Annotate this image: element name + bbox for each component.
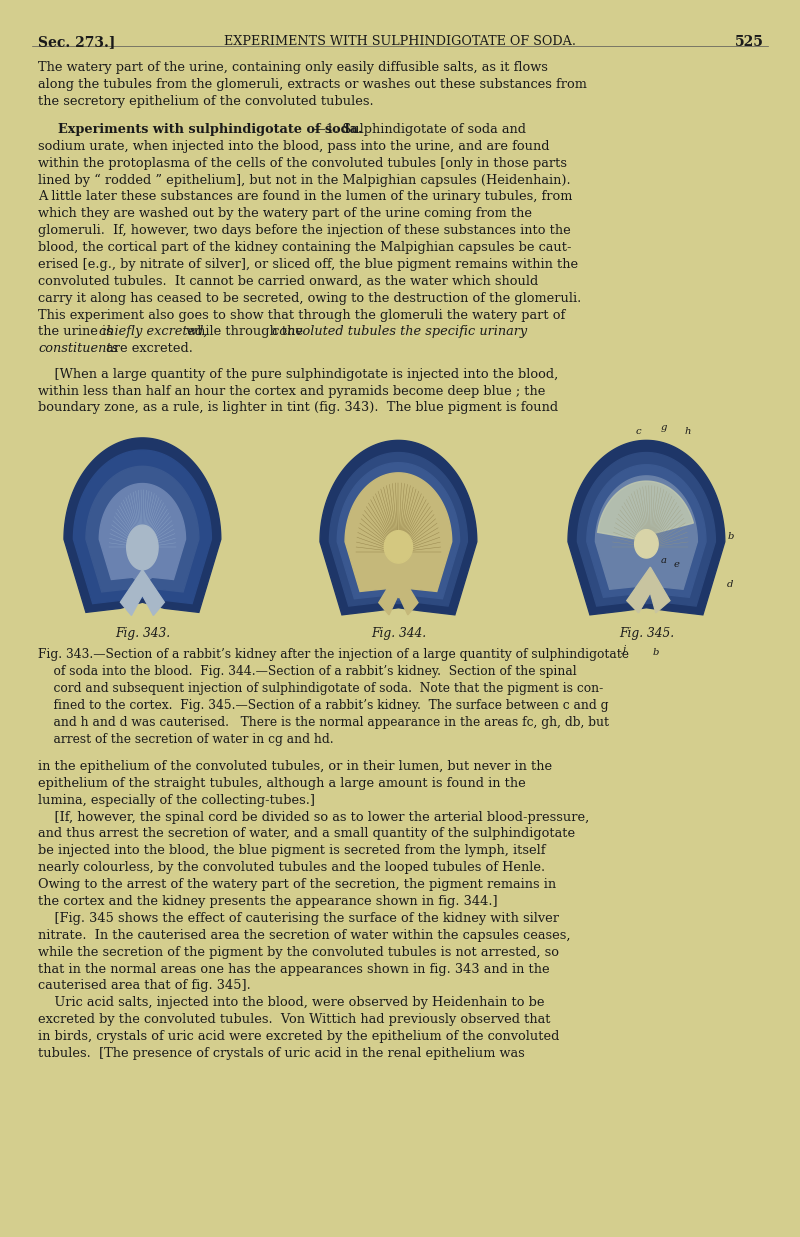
Text: d: d (726, 580, 733, 589)
Polygon shape (598, 481, 694, 542)
Text: blood, the cortical part of the kidney containing the Malpighian capsules be cau: blood, the cortical part of the kidney c… (38, 241, 572, 254)
Text: within less than half an hour the cortex and pyramids become deep blue ; the: within less than half an hour the cortex… (38, 385, 546, 397)
Polygon shape (568, 440, 725, 615)
Text: 525: 525 (735, 35, 764, 48)
Text: b: b (727, 532, 734, 542)
Text: along the tubules from the glomeruli, extracts or washes out these substances fr: along the tubules from the glomeruli, ex… (38, 78, 587, 92)
Text: b: b (653, 648, 659, 657)
Text: erised [e.g., by nitrate of silver], or sliced off, the blue pigment remains wit: erised [e.g., by nitrate of silver], or … (38, 259, 578, 271)
Text: tubules.  [The presence of crystals of uric acid in the renal epithelium was: tubules. [The presence of crystals of ur… (38, 1047, 525, 1060)
Text: the secretory epithelium of the convoluted tubules.: the secretory epithelium of the convolut… (38, 95, 374, 108)
Text: that in the normal areas one has the appearances shown in fig. 343 and in the: that in the normal areas one has the app… (38, 962, 550, 976)
Polygon shape (595, 476, 698, 596)
Text: while the secretion of the pigment by the convoluted tubules is not arrested, so: while the secretion of the pigment by th… (38, 945, 559, 959)
Text: and thus arrest the secretion of water, and a small quantity of the sulphindigot: and thus arrest the secretion of water, … (38, 828, 575, 840)
Polygon shape (587, 465, 706, 600)
Text: of soda into the blood.  Fig. 344.—Section of a rabbit’s kidney.  Section of the: of soda into the blood. Fig. 344.—Sectio… (38, 666, 577, 678)
Text: g: g (661, 423, 667, 432)
Polygon shape (86, 466, 199, 593)
Text: Experiments with sulphindigotate of soda.: Experiments with sulphindigotate of soda… (58, 122, 362, 136)
Text: [Fig. 345 shows the effect of cauterising the surface of the kidney with silver: [Fig. 345 shows the effect of cauterisin… (38, 912, 559, 925)
Text: j: j (623, 646, 626, 654)
Text: Fig. 345.: Fig. 345. (619, 626, 674, 640)
Text: [If, however, the spinal cord be divided so as to lower the arterial blood-press: [If, however, the spinal cord be divided… (38, 810, 590, 824)
Text: sodium urate, when injected into the blood, pass into the urine, and are found: sodium urate, when injected into the blo… (38, 140, 550, 152)
Text: e: e (674, 559, 679, 569)
Polygon shape (338, 463, 459, 600)
Text: lumina, especially of the collecting-tubes.]: lumina, especially of the collecting-tub… (38, 794, 315, 807)
Polygon shape (121, 570, 164, 616)
Text: c: c (636, 427, 642, 437)
Text: are excreted.: are excreted. (102, 343, 193, 355)
Polygon shape (634, 529, 658, 558)
Polygon shape (99, 484, 186, 585)
Text: be injected into the blood, the blue pigment is secreted from the lymph, itself: be injected into the blood, the blue pig… (38, 845, 546, 857)
Text: Owing to the arrest of the watery part of the secretion, the pigment remains in: Owing to the arrest of the watery part o… (38, 878, 557, 891)
Text: cord and subsequent injection of sulphindigotate of soda.  Note that the pigment: cord and subsequent injection of sulphin… (38, 683, 604, 695)
Text: chiefly excreted,: chiefly excreted, (99, 325, 208, 339)
Text: This experiment also goes to show that through the glomeruli the watery part of: This experiment also goes to show that t… (38, 308, 566, 322)
Text: Fig. 344.: Fig. 344. (371, 626, 426, 640)
Text: in birds, crystals of uric acid were excreted by the epithelium of the convolute: in birds, crystals of uric acid were exc… (38, 1030, 560, 1043)
Text: excreted by the convoluted tubules.  Von Wittich had previously observed that: excreted by the convoluted tubules. Von … (38, 1013, 551, 1027)
Text: while through the: while through the (182, 325, 307, 339)
Text: a: a (661, 555, 666, 564)
Polygon shape (64, 438, 221, 612)
Text: which they are washed out by the watery part of the urine coming from the: which they are washed out by the watery … (38, 208, 533, 220)
Text: convoluted tubules the specific urinary: convoluted tubules the specific urinary (272, 325, 527, 339)
Text: arrest of the secretion of water in cg and hd.: arrest of the secretion of water in cg a… (38, 732, 334, 746)
Text: the cortex and the kidney presents the appearance shown in fig. 344.]: the cortex and the kidney presents the a… (38, 896, 498, 908)
Text: cauterised area that of fig. 345].: cauterised area that of fig. 345]. (38, 980, 251, 992)
Text: A little later these substances are found in the lumen of the urinary tubules, f: A little later these substances are foun… (38, 190, 573, 203)
Polygon shape (320, 440, 477, 615)
Text: h: h (685, 427, 691, 437)
Text: Sec. 273.]: Sec. 273.] (38, 35, 116, 48)
Text: Uric acid salts, injected into the blood, were observed by Heidenhain to be: Uric acid salts, injected into the blood… (38, 996, 545, 1009)
Text: Fig. 343.: Fig. 343. (115, 626, 170, 640)
Polygon shape (330, 453, 467, 606)
Text: convoluted tubules.  It cannot be carried onward, as the water which should: convoluted tubules. It cannot be carried… (38, 275, 538, 288)
Text: fined to the cortex.  Fig. 345.—Section of a rabbit’s kidney.  The surface betwe: fined to the cortex. Fig. 345.—Section o… (38, 699, 609, 713)
Text: in the epithelium of the convoluted tubules, or in their lumen, but never in the: in the epithelium of the convoluted tubu… (38, 760, 553, 773)
Polygon shape (627, 567, 670, 612)
Text: and h and d was cauterised.   There is the normal appearance in the areas fc, gh: and h and d was cauterised. There is the… (38, 716, 610, 729)
Text: [When a large quantity of the pure sulphindigotate is injected into the blood,: [When a large quantity of the pure sulph… (38, 367, 558, 381)
Polygon shape (379, 570, 418, 615)
Text: Fig. 343.—Section of a rabbit’s kidney after the injection of a large quantity o: Fig. 343.—Section of a rabbit’s kidney a… (38, 648, 630, 662)
Text: nearly colourless, by the convoluted tubules and the looped tubules of Henle.: nearly colourless, by the convoluted tub… (38, 861, 546, 875)
Text: EXPERIMENTS WITH SULPHINDIGOTATE OF SODA.: EXPERIMENTS WITH SULPHINDIGOTATE OF SODA… (224, 35, 576, 48)
Polygon shape (578, 453, 715, 606)
Text: epithelium of the straight tubules, although a large amount is found in the: epithelium of the straight tubules, alth… (38, 777, 526, 789)
Text: The watery part of the urine, containing only easily diffusible salts, as it flo: The watery part of the urine, containing… (38, 62, 548, 74)
Text: lined by “ rodded ” epithelium], but not in the Malpighian capsules (Heidenhain): lined by “ rodded ” epithelium], but not… (38, 173, 571, 187)
Text: boundary zone, as a rule, is lighter in tint (fig. 343).  The blue pigment is fo: boundary zone, as a rule, is lighter in … (38, 402, 558, 414)
Text: within the protoplasma of the cells of the convoluted tubules [only in those par: within the protoplasma of the cells of t… (38, 157, 567, 169)
Polygon shape (74, 450, 211, 604)
Text: glomeruli.  If, however, two days before the injection of these substances into : glomeruli. If, however, two days before … (38, 224, 571, 238)
Text: the urine is: the urine is (38, 325, 118, 339)
Text: —1. Sulphindigotate of soda and: —1. Sulphindigotate of soda and (313, 122, 526, 136)
Text: nitrate.  In the cauterised area the secretion of water within the capsules ceas: nitrate. In the cauterised area the secr… (38, 929, 571, 941)
Polygon shape (345, 473, 452, 597)
Polygon shape (384, 531, 413, 563)
Text: constituents: constituents (38, 343, 118, 355)
Polygon shape (126, 526, 158, 570)
Text: carry it along has ceased to be secreted, owing to the destruction of the glomer: carry it along has ceased to be secreted… (38, 292, 582, 304)
